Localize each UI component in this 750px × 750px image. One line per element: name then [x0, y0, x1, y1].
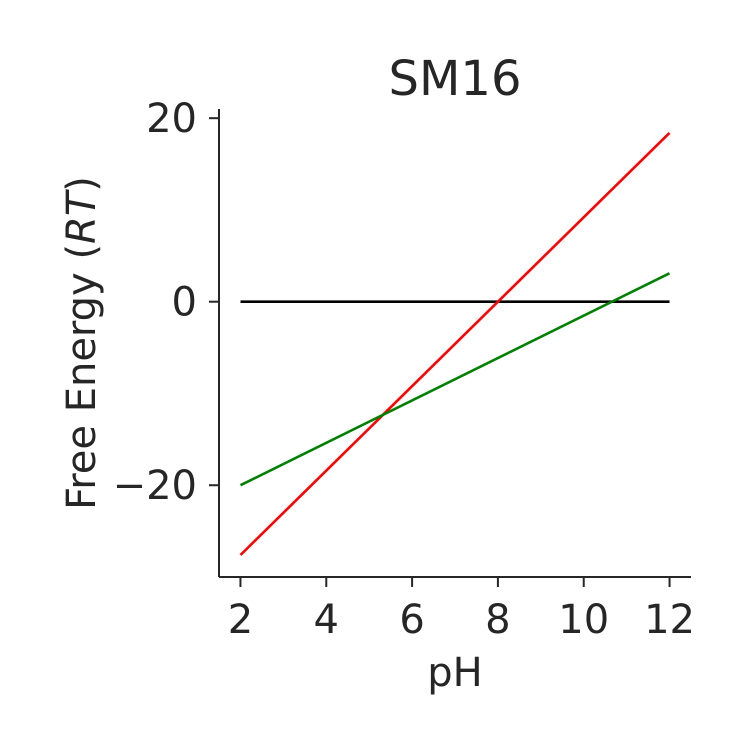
x-tick-label: 12 [644, 597, 695, 643]
y-axis-ticks: 20 0 −20 [113, 96, 219, 509]
series-line-1 [239, 131, 671, 556]
x-tick-label: 6 [399, 597, 424, 643]
x-axis-ticks: 2 4 6 8 10 12 [228, 577, 695, 643]
y-axis-label: Free Energy (RT) [59, 176, 105, 510]
y-tick-label: 0 [172, 280, 197, 326]
x-tick-label: 4 [314, 597, 339, 643]
y-tick-label: −20 [113, 463, 197, 509]
y-axis-label-main: Free Energy ( [59, 244, 105, 510]
y-tick-label: 20 [146, 96, 197, 142]
x-tick-label: 2 [228, 597, 253, 643]
y-axis-label-close: ) [59, 176, 105, 192]
x-axis-label: pH [427, 650, 482, 696]
x-tick-label: 10 [558, 597, 609, 643]
chart-title: SM16 [389, 51, 522, 107]
x-tick-label: 8 [485, 597, 510, 643]
y-axis-label-italic: RT [59, 188, 105, 244]
series-line-2 [239, 272, 671, 487]
plot-lines [239, 131, 671, 556]
